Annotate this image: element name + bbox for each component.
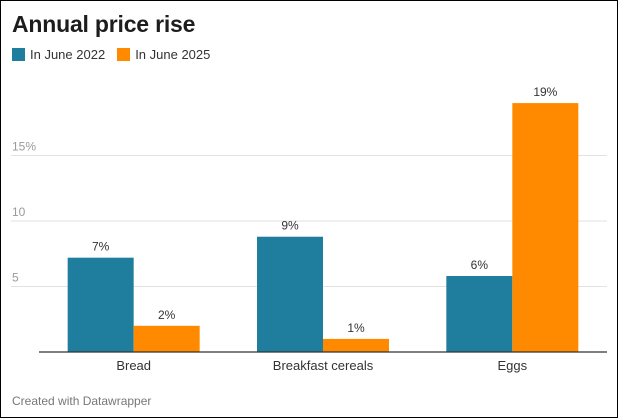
- y-tick-label: 15%: [12, 140, 36, 154]
- bar: [446, 276, 512, 352]
- y-tick-label: 5: [12, 271, 19, 285]
- chart-frame: Annual price rise In June 2022 In June 2…: [0, 0, 618, 418]
- data-label: 9%: [281, 219, 299, 233]
- data-label: 19%: [533, 85, 557, 99]
- bar: [323, 339, 389, 352]
- data-label: 2%: [158, 308, 176, 322]
- y-tick-label: 10: [12, 205, 26, 219]
- bar: [512, 103, 578, 352]
- data-label: 1%: [347, 321, 365, 335]
- x-category-label: Bread: [116, 358, 151, 373]
- bar: [68, 258, 134, 352]
- footer-credit: Created with Datawrapper: [12, 394, 151, 408]
- x-category-label: Eggs: [498, 358, 528, 373]
- bar-chart: 5 10 15% 7% 2% Bread 9% 1% Breakfast cereals 6% 19…: [1, 1, 617, 417]
- bar: [257, 237, 323, 352]
- data-label: 6%: [471, 258, 489, 272]
- bar: [134, 326, 200, 352]
- data-label: 7%: [92, 240, 110, 254]
- x-category-label: Breakfast cereals: [273, 358, 374, 373]
